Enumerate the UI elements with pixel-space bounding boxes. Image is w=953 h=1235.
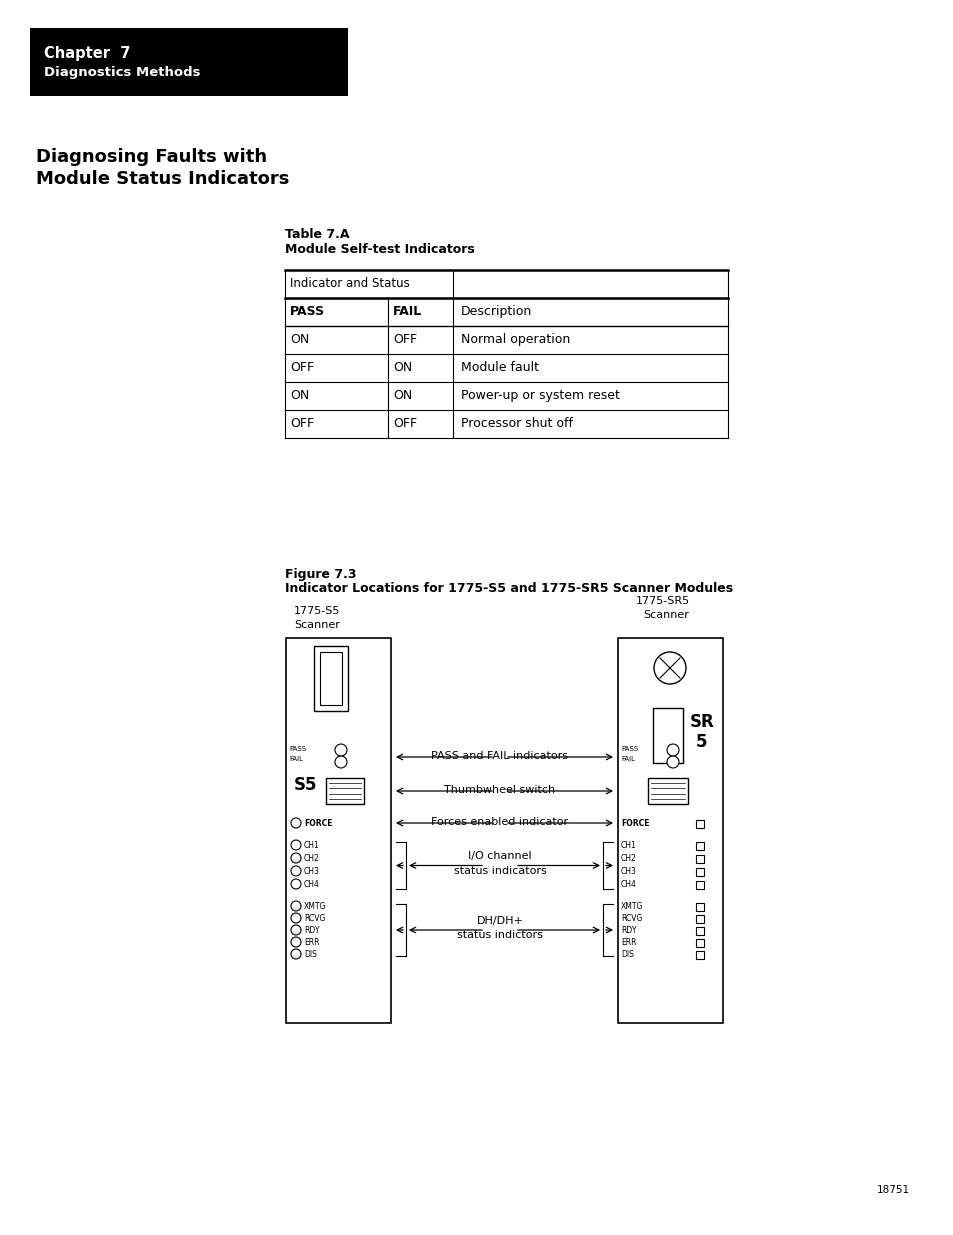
- Circle shape: [291, 948, 301, 960]
- Bar: [652, 708, 682, 763]
- Bar: [326, 778, 364, 804]
- Text: FAIL: FAIL: [393, 305, 422, 317]
- Bar: [647, 778, 687, 804]
- Text: CH4: CH4: [620, 881, 637, 889]
- Text: Description: Description: [460, 305, 532, 317]
- Bar: [319, 652, 341, 705]
- Text: CH1: CH1: [304, 841, 319, 850]
- Text: Chapter  7: Chapter 7: [44, 46, 131, 61]
- Bar: [30, 28, 348, 96]
- Text: ON: ON: [393, 361, 412, 374]
- Text: Indicator and Status: Indicator and Status: [290, 277, 410, 290]
- Bar: [696, 881, 703, 889]
- Text: ON: ON: [290, 333, 309, 346]
- Circle shape: [291, 879, 301, 889]
- Text: Indicator Locations for 1775-S5 and 1775-SR5 Scanner Modules: Indicator Locations for 1775-S5 and 1775…: [285, 582, 732, 595]
- Text: CH2: CH2: [620, 853, 636, 863]
- Text: ERR: ERR: [620, 939, 636, 947]
- Text: OFF: OFF: [393, 417, 416, 430]
- Text: PASS: PASS: [289, 746, 306, 752]
- Text: PASS and FAIL indicators: PASS and FAIL indicators: [431, 751, 568, 761]
- Bar: [696, 855, 703, 863]
- Text: 5: 5: [696, 734, 707, 751]
- Text: Diagnosing Faults with: Diagnosing Faults with: [36, 148, 267, 165]
- Bar: [696, 868, 703, 876]
- Text: OFF: OFF: [393, 333, 416, 346]
- Bar: [696, 915, 703, 923]
- Text: Power-up or system reset: Power-up or system reset: [460, 389, 619, 403]
- Text: XMTG: XMTG: [304, 902, 326, 911]
- Circle shape: [335, 756, 347, 768]
- Circle shape: [335, 743, 347, 756]
- Bar: [696, 903, 703, 911]
- Text: RCVG: RCVG: [304, 914, 325, 923]
- Text: 18751: 18751: [876, 1186, 909, 1195]
- Bar: [696, 939, 703, 947]
- Bar: [286, 638, 391, 1023]
- Text: ON: ON: [393, 389, 412, 403]
- Text: Thumbwheel switch: Thumbwheel switch: [444, 785, 555, 795]
- Text: RDY: RDY: [620, 926, 636, 935]
- Text: OFF: OFF: [290, 361, 314, 374]
- Text: Module fault: Module fault: [460, 361, 538, 374]
- Bar: [696, 820, 703, 827]
- Text: Figure 7.3: Figure 7.3: [285, 568, 356, 580]
- Circle shape: [291, 913, 301, 923]
- Bar: [314, 646, 348, 711]
- Text: CH3: CH3: [620, 867, 637, 876]
- Text: Scanner: Scanner: [642, 610, 688, 620]
- Text: RCVG: RCVG: [620, 914, 641, 923]
- Text: RDY: RDY: [304, 926, 319, 935]
- Text: status indicators: status indicators: [453, 866, 546, 876]
- Text: OFF: OFF: [290, 417, 314, 430]
- Circle shape: [654, 652, 685, 684]
- Text: 1775-S5: 1775-S5: [294, 606, 340, 616]
- Text: Forces enabled indicator: Forces enabled indicator: [431, 818, 568, 827]
- Text: Processor shut off: Processor shut off: [460, 417, 573, 430]
- Text: CH4: CH4: [304, 881, 319, 889]
- Text: DIS: DIS: [304, 950, 316, 960]
- Text: Normal operation: Normal operation: [460, 333, 570, 346]
- Text: DIS: DIS: [620, 950, 633, 960]
- Circle shape: [291, 925, 301, 935]
- Text: CH3: CH3: [304, 867, 319, 876]
- Text: SR: SR: [689, 713, 714, 731]
- Text: ERR: ERR: [304, 939, 319, 947]
- Text: FORCE: FORCE: [620, 819, 649, 827]
- Text: FORCE: FORCE: [304, 819, 333, 827]
- Text: Diagnostics Methods: Diagnostics Methods: [44, 65, 200, 79]
- Circle shape: [291, 853, 301, 863]
- Text: FAIL: FAIL: [620, 756, 635, 762]
- Text: PASS: PASS: [290, 305, 325, 317]
- Circle shape: [291, 818, 301, 827]
- Circle shape: [666, 743, 679, 756]
- Text: ON: ON: [290, 389, 309, 403]
- Circle shape: [291, 937, 301, 947]
- Bar: [618, 638, 722, 1023]
- Bar: [696, 927, 703, 935]
- Circle shape: [291, 840, 301, 850]
- Text: DH/DH+: DH/DH+: [476, 916, 523, 926]
- Circle shape: [666, 756, 679, 768]
- Text: Module Status Indicators: Module Status Indicators: [36, 170, 289, 188]
- Circle shape: [291, 902, 301, 911]
- Text: Scanner: Scanner: [294, 620, 339, 630]
- Text: CH1: CH1: [620, 841, 636, 850]
- Text: FAIL: FAIL: [289, 756, 303, 762]
- Text: I/O channel: I/O channel: [468, 851, 531, 862]
- Text: status indictors: status indictors: [456, 930, 542, 940]
- Circle shape: [291, 866, 301, 876]
- Bar: [696, 951, 703, 960]
- Text: S5: S5: [294, 776, 317, 794]
- Bar: [696, 842, 703, 850]
- Text: Module Self-test Indicators: Module Self-test Indicators: [285, 243, 475, 256]
- Text: PASS: PASS: [620, 746, 638, 752]
- Text: 1775-SR5: 1775-SR5: [636, 597, 689, 606]
- Text: Table 7.A: Table 7.A: [285, 228, 349, 241]
- Text: XMTG: XMTG: [620, 902, 642, 911]
- Text: CH2: CH2: [304, 853, 319, 863]
